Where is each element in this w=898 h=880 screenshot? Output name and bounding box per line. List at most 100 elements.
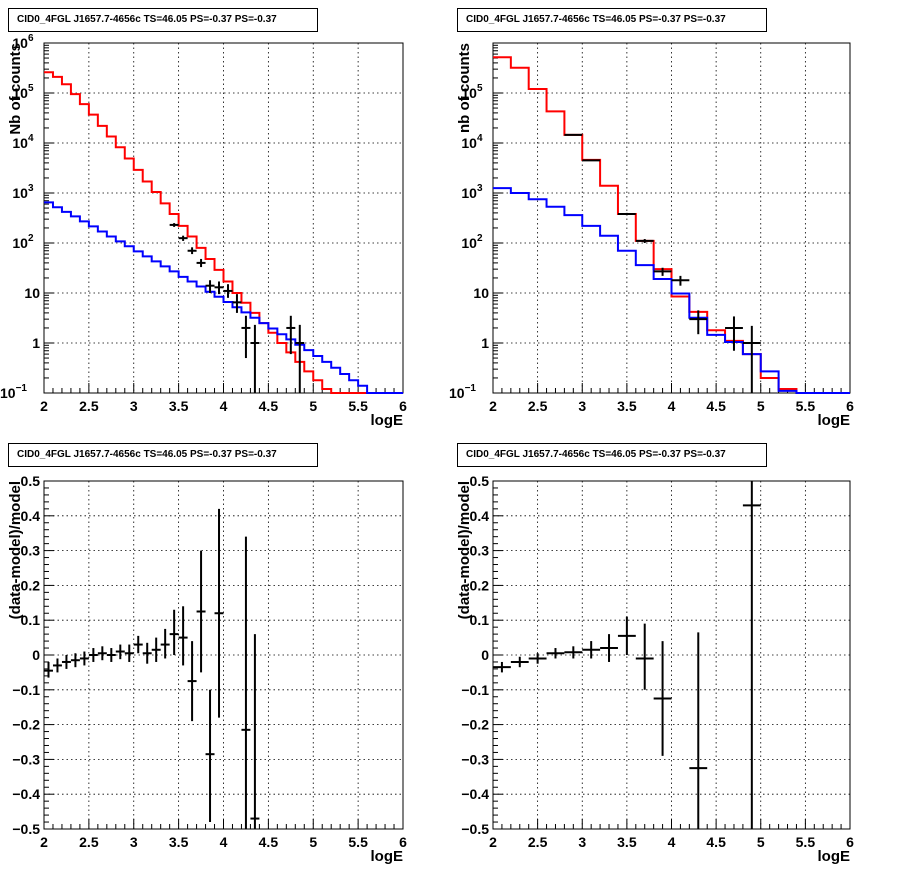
y-tick-exponent: 4 [477,133,483,144]
data-point [214,281,224,295]
y-tick-label: 103 [461,183,483,201]
data-point [142,642,152,664]
y-tick-label: 1 [481,335,489,351]
x-tick-label: 2 [40,834,48,850]
y-axis-title: Nb of counts [7,43,24,135]
y-tick-exponent: −1 [16,383,28,394]
data-point [653,267,672,276]
y-axis-title: (data-model)/model [7,481,24,619]
x-tick-label: 2.5 [79,834,99,850]
data-point [151,637,161,662]
x-tick-label: 3 [130,398,138,414]
y-tick-label: 10−1 [449,383,476,401]
y-tick-label: 10 [24,285,40,301]
y-tick-label: −0.2 [461,717,489,733]
data-point [742,325,761,393]
y-tick-label: 0.3 [470,543,490,559]
data-point [115,644,125,660]
x-tick-label: 4 [220,398,228,414]
x-tick-label: 2.5 [528,398,548,414]
y-tick-label: 102 [12,233,34,251]
x-tick-label: 3.5 [617,398,637,414]
y-tick-label: 0.5 [470,473,490,489]
data-point [241,536,251,829]
data-point [241,315,251,359]
x-tick-label: 4 [668,398,676,414]
y-tick-exponent: 3 [28,183,34,194]
x-tick-label: 3.5 [169,398,189,414]
data-point [689,310,708,335]
residual-plot-right: CID0_4FGL J1657.7-4656c TS=46.05 PS=-0.3… [449,437,898,875]
data-point [582,641,601,659]
data-point [250,634,260,829]
y-tick-label: −0.2 [12,717,40,733]
plot-title: CID0_4FGL J1657.7-4656c TS=46.05 PS=-0.3… [8,8,318,32]
grid [493,43,850,393]
data-point [205,280,215,293]
data-point [232,294,242,313]
data-point [169,609,179,655]
y-tick-label: −0.4 [461,786,489,802]
x-tick-label: 5 [309,398,317,414]
y-tick-exponent: 2 [28,233,34,244]
y-tick-exponent: 2 [477,233,483,244]
y-tick-exponent: 5 [28,83,34,94]
y-tick-label: 0.1 [470,612,490,628]
x-axis-title: logE [371,412,404,429]
x-tick-label: 4.5 [259,834,279,850]
y-tick-label: 0.2 [21,577,41,593]
data-point [286,315,296,355]
y-tick-exponent: 3 [477,183,483,194]
x-tick-label: 5.5 [796,834,816,850]
y-tick-label: 0.2 [470,577,490,593]
data-point [88,648,98,662]
x-tick-label: 4 [220,834,228,850]
data-point [205,689,215,823]
y-tick-label: 103 [12,183,34,201]
y-tick-label: 10−1 [0,383,27,401]
y-tick-label: 10 [473,285,489,301]
data-point [124,644,134,662]
data-point [493,661,511,673]
x-tick-label: 5.5 [796,398,816,414]
counts-plot-right: CID0_4FGL J1657.7-4656c TS=46.05 PS=-0.3… [449,0,898,437]
data-point [635,239,654,243]
plot-svg: 2 2.5 3 3.5 4 4.5 5 5.5 610−1110102103104105logE… [449,42,854,429]
y-tick-label: 0.4 [21,508,41,524]
x-tick-label: 2 [489,398,497,414]
y-tick-label: 0.3 [21,543,41,559]
x-tick-label: 6 [846,834,854,850]
data-point [617,616,636,655]
x-tick-label: 5 [757,398,765,414]
data-point [564,133,583,136]
y-tick-exponent: −1 [465,383,477,394]
y-tick-label: 0.5 [21,473,41,489]
plot-title: CID0_4FGL J1657.7-4656c TS=46.05 PS=-0.3… [457,443,767,467]
y-tick-label: 1 [32,335,40,351]
data-point [79,651,89,666]
grid [493,481,850,829]
data-point [133,635,143,654]
y-tick-label: 0.1 [21,612,41,628]
grid [44,481,403,829]
y-tick-label: −0.5 [12,821,40,837]
data-point [564,646,583,659]
x-tick-label: 5.5 [348,398,368,414]
y-tick-label: 104 [12,133,34,151]
x-tick-label: 4.5 [706,398,726,414]
x-axis-title: logE [818,412,851,429]
data-point [160,628,170,659]
x-tick-label: 4 [668,834,676,850]
data-point [52,658,62,673]
y-tick-label: 102 [461,233,483,251]
x-tick-label: 5 [757,834,765,850]
x-tick-label: 5.5 [348,834,368,850]
y-tick-exponent: 6 [28,33,34,44]
x-tick-label: 5 [309,834,317,850]
y-tick-label: −0.3 [12,751,40,767]
y-tick-exponent: 5 [477,83,483,94]
x-tick-label: 2.5 [79,398,99,414]
data-point [70,653,80,668]
counts-plot-left: CID0_4FGL J1657.7-4656c TS=46.05 PS=-0.3… [0,0,449,437]
